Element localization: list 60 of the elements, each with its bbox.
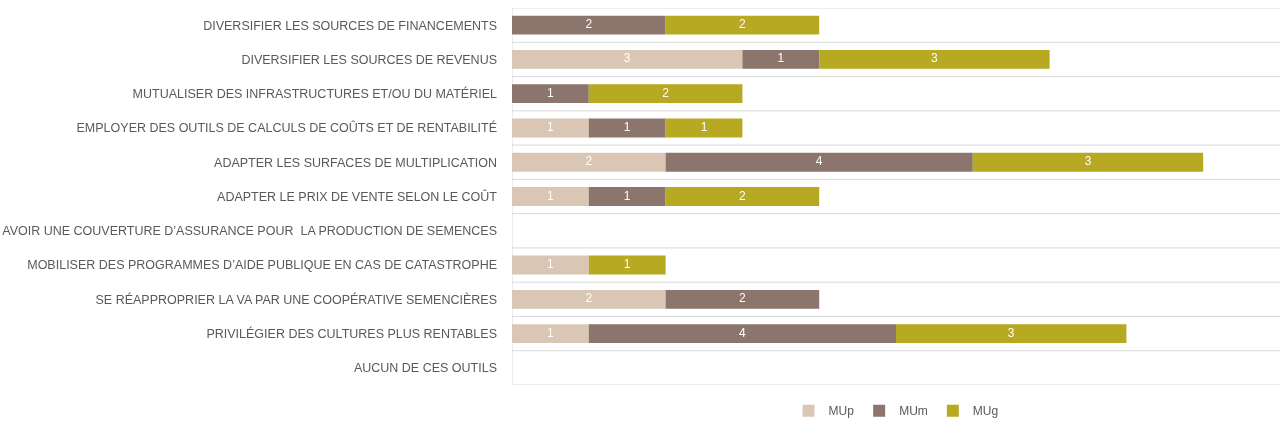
- bar: [742, 49, 820, 69]
- legend-label: MUp: [828, 404, 855, 419]
- y-tick-label: ADAPTER LE PRIX DE VENTE SELON LE COÛT: [217, 188, 498, 204]
- bar: [588, 324, 896, 344]
- data-label: 3: [1007, 325, 1015, 340]
- data-label: 1: [623, 188, 631, 203]
- y-tick-label: MUTUALISER DES INFRASTRUCTURES ET/OU DU MATÉRIEL: [132, 86, 498, 102]
- y-tick-label: AVOIR UNE COUVERTURE D’ASSURANCE POUR LA PRODUCTION DE SEMENCES: [2, 224, 497, 239]
- bar: [588, 255, 666, 275]
- bar: [512, 118, 589, 138]
- data-label: 3: [623, 51, 631, 66]
- bar: [512, 255, 589, 275]
- data-label: 2: [585, 154, 593, 169]
- data-label: 1: [700, 119, 708, 134]
- bar: [588, 84, 743, 104]
- bar: [819, 49, 1050, 69]
- data-label: 1: [777, 51, 785, 66]
- y-tick-label: EMPLOYER DES OUTILS DE CALCULS DE COÛTS ET DE RENTABILITÉ: [76, 120, 497, 136]
- bar: [588, 187, 666, 206]
- data-label: 1: [547, 85, 555, 100]
- bar: [972, 152, 1204, 172]
- data-label: 3: [1084, 154, 1092, 169]
- y-tick-label: DIVERSIFIER LES SOURCES DE FINANCEMENTS: [203, 18, 497, 33]
- data-label: 2: [662, 85, 670, 100]
- bar: [512, 187, 589, 206]
- bar: [512, 15, 666, 35]
- data-label: 4: [739, 325, 747, 340]
- data-label: 4: [815, 154, 823, 169]
- legend-label: MUg: [972, 404, 999, 419]
- data-label: 2: [585, 291, 593, 306]
- y-tick-label: ADAPTER LES SURFACES DE MULTIPLICATION: [214, 155, 497, 170]
- bar: [665, 118, 743, 138]
- bar: [512, 324, 589, 344]
- data-label: 1: [623, 257, 631, 272]
- bar: [665, 187, 820, 206]
- data-label: 2: [739, 188, 747, 203]
- bar: [512, 84, 589, 104]
- data-label: 3: [931, 51, 939, 66]
- legend-label: MUm: [899, 404, 928, 419]
- data-label: 1: [547, 188, 555, 203]
- data-label: 2: [585, 17, 593, 32]
- y-tick-label: AUCUN DE CES OUTILS: [353, 361, 497, 376]
- data-label: 1: [623, 119, 631, 134]
- bar: [665, 15, 820, 35]
- y-tick-label: PRIVILÉGIER DES CULTURES PLUS RENTABLES: [206, 325, 497, 341]
- y-tick-label: MOBILISER DES PROGRAMMES D’AIDE PUBLIQUE EN CAS DE CATASTROPHE: [27, 258, 497, 273]
- bar: [665, 289, 820, 309]
- data-label: 1: [547, 257, 555, 272]
- data-label: 1: [547, 325, 555, 340]
- bar: [512, 49, 743, 69]
- y-tick-label: SE RÉAPPROPRIER LA VA PAR UNE COOPÉRATIVE SEMENCIÈRES: [95, 291, 497, 307]
- bar: [588, 118, 666, 138]
- data-label: 2: [739, 291, 747, 306]
- bar: [896, 324, 1127, 344]
- y-tick-label: DIVERSIFIER LES SOURCES DE REVENUS: [241, 52, 497, 67]
- bar: [512, 152, 666, 172]
- bar: [512, 289, 666, 309]
- data-label: 1: [547, 119, 555, 134]
- data-label: 2: [739, 17, 747, 32]
- bar: [665, 152, 973, 172]
